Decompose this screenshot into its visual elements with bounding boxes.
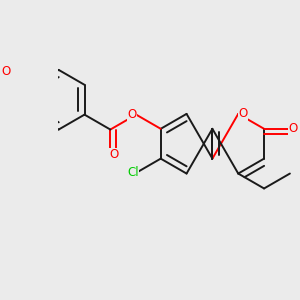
Text: O: O	[1, 65, 10, 78]
Text: O: O	[128, 108, 137, 121]
Text: Cl: Cl	[127, 166, 139, 179]
Text: O: O	[289, 122, 298, 135]
Text: O: O	[238, 107, 248, 120]
Text: O: O	[110, 148, 119, 161]
